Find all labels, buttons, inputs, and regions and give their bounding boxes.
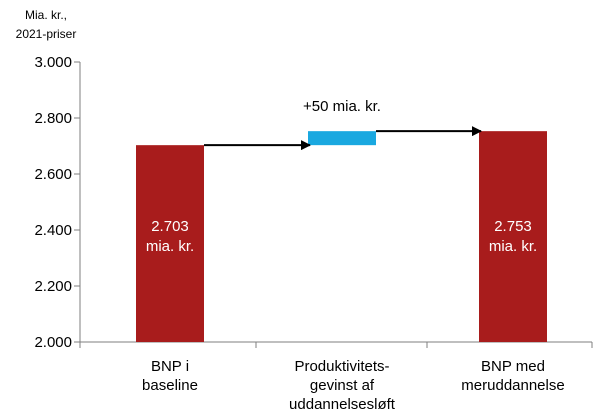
unit-label-line: 2021-priser — [16, 27, 77, 41]
bar-value-label: 2.753 — [494, 218, 532, 235]
bar — [136, 145, 204, 342]
bar-labels: +50 mia. kr. 2.703 mia. kr. 2.753 mia. kr. — [146, 98, 537, 255]
y-tick-label: 2.200 — [34, 278, 72, 295]
y-axis: 2.000 2.200 2.400 2.600 2.800 3.000 — [34, 54, 81, 351]
bar — [479, 131, 547, 342]
y-tick-label: 3.000 — [34, 54, 72, 71]
bars — [136, 131, 547, 342]
y-tick-label: 2.400 — [34, 222, 72, 239]
y-tick-label: 2.600 — [34, 166, 72, 183]
bar-value-label: mia. kr. — [489, 238, 537, 255]
bar-value-label: 2.703 — [151, 218, 189, 235]
bar-value-label: mia. kr. — [146, 238, 194, 255]
bar — [308, 131, 376, 146]
y-tick-label: 2.000 — [34, 334, 72, 351]
x-tick-label: gevinst af — [310, 377, 375, 394]
x-tick-label: BNP i — [151, 358, 189, 375]
connector-arrows — [204, 126, 482, 151]
x-tick-label: baseline — [142, 377, 198, 394]
increase-annotation: +50 mia. kr. — [303, 98, 381, 115]
unit-label-line: Mia. kr., — [25, 8, 67, 22]
x-axis: BNP i baseline Produktivitets-gevinst af ud… — [79, 341, 593, 413]
x-tick-label: uddannelsesløft — [289, 396, 396, 413]
x-tick-label: meruddannelse — [461, 377, 564, 394]
y-axis-unit-label: Mia. kr., 2021-priser — [16, 8, 77, 41]
x-tick-label: Produktivitets- — [294, 358, 389, 375]
x-tick-label: BNP med — [481, 358, 545, 375]
y-tick-label: 2.800 — [34, 110, 72, 127]
